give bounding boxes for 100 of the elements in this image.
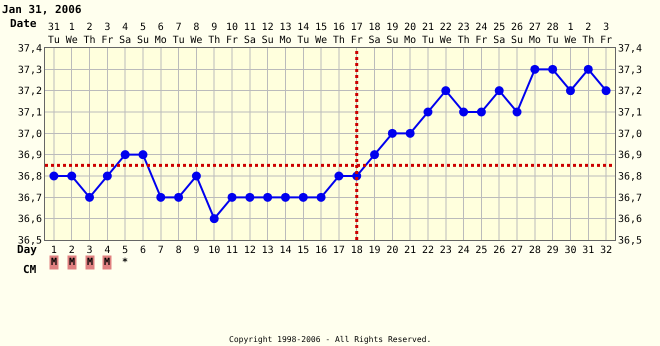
x-tick-label: 21 Tu — [422, 22, 434, 46]
x2-tick-label: 20 — [386, 245, 398, 256]
point — [494, 86, 504, 96]
x-tick-label: 18 Sa — [368, 22, 381, 46]
y-tick-label: 37,2 — [18, 86, 42, 98]
point — [174, 192, 184, 202]
point — [388, 128, 397, 138]
x-tick-label: 23 Th — [458, 22, 470, 46]
x-tick-label: 22 We — [440, 22, 452, 46]
y2-tick-label: 37,3 — [618, 64, 642, 76]
x-tick-label: 6 Mo — [154, 22, 167, 46]
x-tick-label: 2 Th — [582, 22, 594, 46]
x-tick-label: 7 Tu — [172, 22, 185, 46]
point — [566, 86, 575, 96]
text: Date — [10, 17, 37, 30]
chart-title: Jan 31, 2006 — [2, 2, 82, 16]
x-tick-label: 1 We — [564, 22, 576, 46]
point — [316, 192, 326, 202]
point — [156, 192, 166, 202]
x2-tick-label: 8 — [176, 245, 182, 256]
x-tick-label: 26 Su — [511, 22, 524, 46]
x2-tick-label: 12 — [244, 245, 256, 256]
point — [67, 172, 76, 180]
x2-tick-label: 22 — [422, 245, 434, 256]
point — [334, 172, 344, 180]
point — [476, 108, 486, 116]
y-tick-label: 36,7 — [18, 192, 42, 204]
x-tick-label: 1 We — [66, 22, 78, 46]
x2-tick-label: 21 — [404, 245, 416, 256]
x-tick-label: 2 Th — [84, 22, 96, 46]
y-tick-label: 36,6 — [18, 214, 42, 226]
y2-tick-label: 36,7 — [618, 192, 642, 204]
x-tick-label: 16 Th — [332, 22, 345, 46]
y-tick-label: 37,3 — [18, 64, 42, 76]
point — [228, 192, 237, 202]
x-tick-label: 28 Tu — [546, 22, 559, 46]
point — [406, 128, 415, 138]
y2-tick-label: 36,9 — [618, 150, 642, 162]
text: CM — [23, 263, 37, 276]
x2-tick-label: 28 — [528, 245, 541, 256]
point — [120, 150, 130, 160]
point — [210, 214, 219, 224]
y2-tick-label: 36,5 — [618, 236, 642, 246]
point — [49, 172, 58, 180]
x2-tick-label: 5 — [122, 245, 128, 256]
x2-tick-label: 19 — [368, 245, 381, 256]
x-tick-label: 24 Fr — [475, 22, 488, 46]
x-tick-label: 10 Fr — [226, 22, 238, 46]
x2-tick-label: 17 — [332, 245, 345, 256]
x-tick-label: 17 Fr — [350, 22, 363, 46]
x2-tick-label: 24 — [458, 245, 470, 256]
x2-tick-label: 25 — [475, 245, 488, 256]
x2-tick-label: 3 — [86, 245, 93, 256]
x2-tick-label: 9 — [193, 245, 200, 256]
x2-tick-label: 13 — [262, 245, 274, 256]
point — [263, 192, 272, 202]
x2-tick-label: 7 — [158, 245, 164, 256]
y2-tick-label: 37,4 — [618, 44, 642, 54]
text: M — [69, 257, 76, 268]
x-tick-label: 13 Mo — [279, 22, 292, 46]
x2-tick-label: 15 — [297, 245, 310, 256]
x-tick-label: 12 Su — [262, 22, 274, 46]
x-tick-label: 14 Tu — [297, 22, 310, 46]
x2-tick-label: 18 — [350, 245, 363, 256]
point — [530, 64, 540, 74]
text: Copyright 1998-2006 - All Rights Reserved. — [229, 335, 432, 344]
x-tick-label: 15 We — [315, 22, 328, 46]
x-tick-label: 25 Sa — [493, 22, 506, 46]
point — [548, 64, 558, 74]
point — [370, 150, 380, 160]
x2-tick-label: 16 — [315, 245, 328, 256]
point — [245, 192, 254, 202]
point — [602, 86, 611, 96]
text: * — [122, 257, 128, 268]
y2-tick-label: 37,0 — [618, 128, 642, 140]
x-tick-label: 11 Sa — [244, 22, 256, 46]
point — [138, 150, 148, 160]
x-tick-label: 27 Mo — [528, 22, 541, 46]
point — [298, 192, 308, 202]
y-tick-label: 37,1 — [18, 108, 42, 118]
x2-tick-label: 23 — [440, 245, 452, 256]
y-tick-label: 36,9 — [18, 150, 42, 162]
x-tick-label: 3 Fr — [101, 22, 114, 46]
x2-tick-label: 30 — [564, 245, 576, 256]
x-tick-label: 5 Su — [136, 22, 149, 46]
point — [512, 108, 522, 116]
point — [102, 172, 112, 180]
x2-tick-label: 29 — [546, 245, 559, 256]
x-tick-label: 3 Fr — [600, 22, 612, 46]
x2-tick-label: 27 — [511, 245, 524, 256]
point — [192, 172, 201, 180]
y2-tick-label: 37,2 — [618, 86, 642, 98]
point — [441, 86, 450, 96]
x2-tick-label: 11 — [226, 245, 238, 256]
x2-tick-label: 31 — [582, 245, 594, 256]
x-tick-label: 4 Sa — [119, 22, 132, 46]
x-tick-label: 31 Tu — [48, 22, 60, 46]
point — [423, 108, 432, 116]
point — [584, 64, 593, 74]
y2-tick-label: 36,6 — [618, 214, 642, 226]
